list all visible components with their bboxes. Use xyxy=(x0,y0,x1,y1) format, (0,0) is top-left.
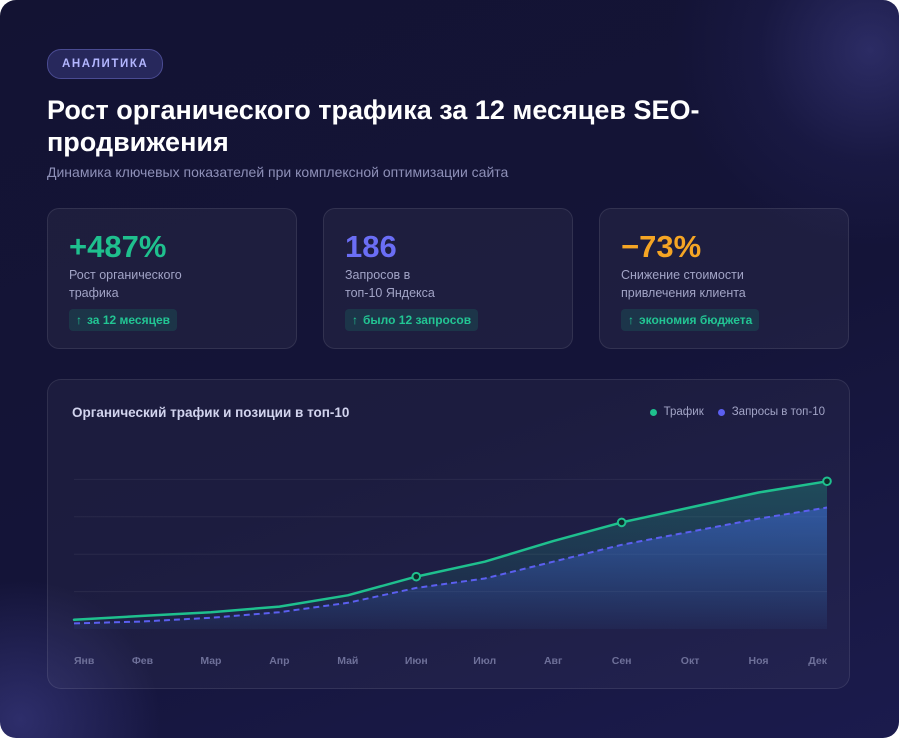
section-badge: АНАЛИТИКА xyxy=(47,49,164,79)
legend-dot-icon xyxy=(717,408,725,416)
x-tick-label: Янв xyxy=(74,655,95,667)
x-tick-label: Июн xyxy=(405,655,428,667)
arrow-up-icon: ↑ xyxy=(352,313,358,327)
chart-card: Органический трафик и позиции в топ-10 Т… xyxy=(47,379,850,689)
stat-value: 186 xyxy=(345,229,397,264)
stat-label-line: трафика xyxy=(69,285,119,300)
chart-legend: Трафик Запросы в топ-10 xyxy=(649,406,825,418)
x-tick-label: Фев xyxy=(132,655,154,667)
traffic-point xyxy=(411,571,422,582)
queries-area xyxy=(74,507,827,629)
legend-label: Трафик xyxy=(663,406,704,418)
line-chart: Янв Фев Мар Апр Май Июн Июл Авг Сен Окт Ноя Дек xyxy=(72,476,832,667)
x-tick-label: Мар xyxy=(200,655,221,667)
arrow-up-icon: ↑ xyxy=(76,313,82,327)
arrow-up-icon: ↑ xyxy=(628,313,634,327)
stat-label-line: топ-10 Яндекса xyxy=(345,285,435,300)
stat-tag-label: было 12 запросов xyxy=(363,313,472,327)
stat-card-traffic: +487% Рост органического трафика ↑ за 12… xyxy=(47,208,297,349)
stat-label-line: Запросов в xyxy=(345,268,411,282)
stat-tag: ↑ экономия бюджета xyxy=(621,309,760,331)
x-tick-label: Май xyxy=(337,655,358,667)
stat-label-line: привлечения клиента xyxy=(621,285,746,300)
traffic-line xyxy=(72,480,829,621)
traffic-point xyxy=(822,476,832,487)
stat-label-line: Рост органического xyxy=(69,268,182,282)
page-subtitle: Динамика ключевых показателей при компле… xyxy=(47,164,509,180)
legend-label: Запросы в топ-10 xyxy=(731,406,825,418)
stat-label: Запросов в топ-10 Яндекса xyxy=(345,267,525,302)
x-tick-label: Июл xyxy=(473,655,496,667)
stat-tag-label: за 12 месяцев xyxy=(87,313,170,327)
stat-label: Снижение стоимости привлечения клиента xyxy=(621,267,801,302)
legend-item-queries: Запросы в топ-10 xyxy=(717,406,825,418)
stat-tag: ↑ было 12 запросов xyxy=(345,309,479,331)
stat-card-queries: 186 Запросов в топ-10 Яндекса ↑ было 12 … xyxy=(323,208,573,349)
x-tick-label: Сен xyxy=(612,655,632,667)
x-tick-label: Авг xyxy=(544,655,563,667)
legend-item-traffic: Трафик xyxy=(649,406,704,418)
traffic-point xyxy=(616,517,627,528)
x-tick-label: Окт xyxy=(681,655,700,667)
stat-label-line: Снижение стоимости xyxy=(621,268,744,282)
stat-card-cost: −73% Снижение стоимости привлечения клие… xyxy=(599,208,849,349)
x-tick-label: Дек xyxy=(808,655,827,667)
legend-dot-icon xyxy=(649,408,657,416)
queries-line xyxy=(73,506,828,625)
stat-tag: ↑ за 12 месяцев xyxy=(69,309,177,331)
stat-value: −73% xyxy=(621,229,702,264)
x-tick-label: Апр xyxy=(269,655,289,667)
stat-tag-label: экономия бюджета xyxy=(639,313,753,327)
chart-title: Органический трафик и позиции в топ-10 xyxy=(72,405,350,420)
stat-value: +487% xyxy=(69,229,167,264)
page-title: Рост органического трафика за 12 месяцев… xyxy=(47,95,700,157)
x-tick-label: Ноя xyxy=(749,655,769,667)
stat-label: Рост органического трафика xyxy=(69,267,249,302)
